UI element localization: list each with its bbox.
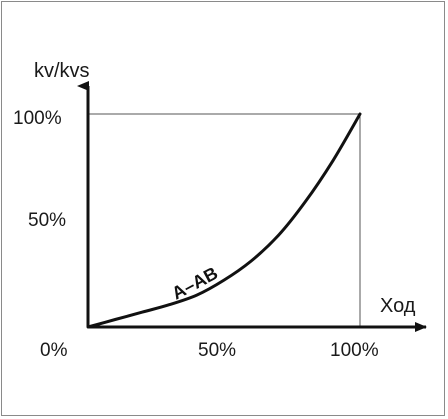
x-tick-label-100: 100% xyxy=(330,340,379,361)
x-tick-label-50: 50% xyxy=(198,340,236,361)
y-tick-label-50: 50% xyxy=(28,210,66,231)
y-tick-label-100: 100% xyxy=(13,108,62,129)
series-line-a-ab xyxy=(86,112,362,329)
y-axis-label: kv/kvs xyxy=(34,60,90,82)
x-axis-label: Ход xyxy=(380,295,416,317)
x-tick-label-0: 0% xyxy=(40,340,68,361)
